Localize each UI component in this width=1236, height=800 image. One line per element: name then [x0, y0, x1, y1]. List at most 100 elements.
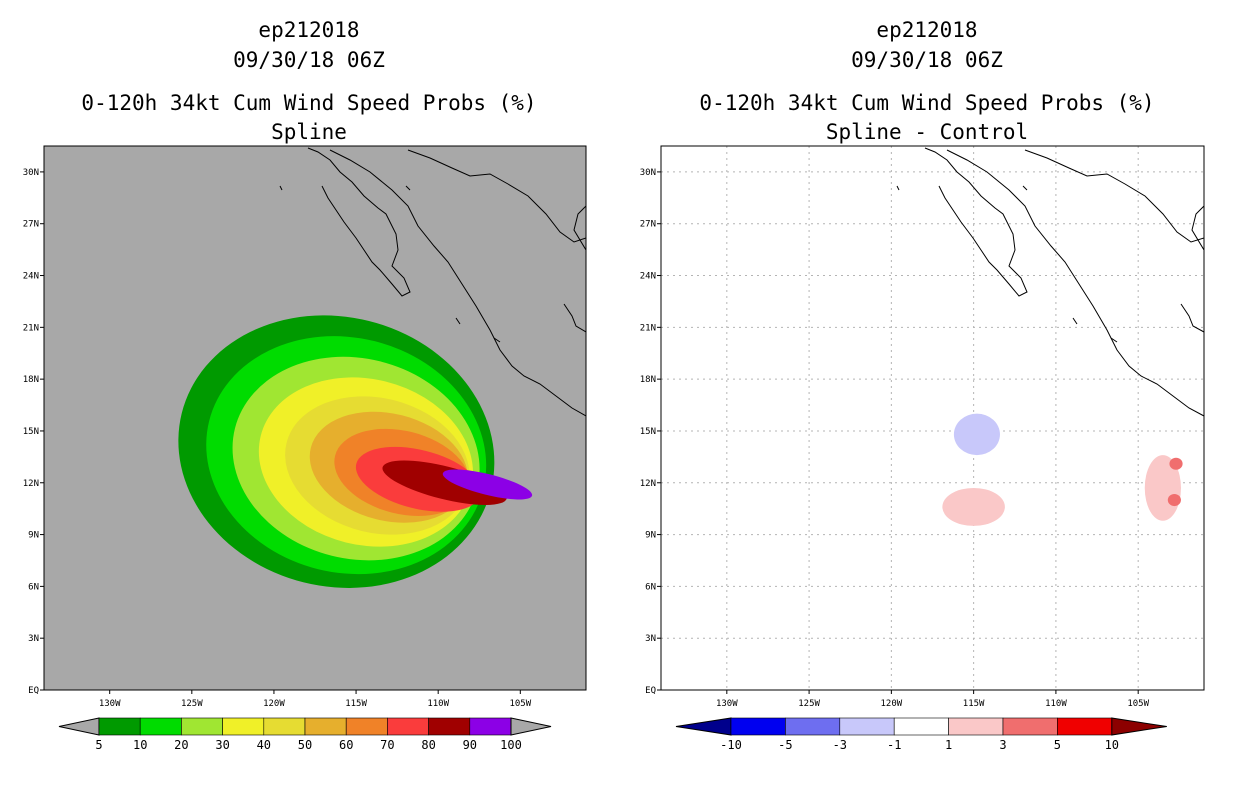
colorbar-low-arrow: [58, 717, 100, 736]
colorbar-high-arrow: [510, 717, 552, 736]
x-tick-label: 115W: [345, 699, 367, 709]
chart-subtitle: Spline - Control: [826, 120, 1028, 144]
x-axis-ticks: 130W 125W 120W 115W 110W 105W: [716, 690, 1150, 709]
colorbar-swatch: [98, 717, 141, 736]
colorbar-swatch: [1002, 717, 1058, 736]
colorbar-swatch: [222, 717, 265, 736]
y-tick-label: 12N: [640, 479, 656, 489]
colorbar-swatch: [304, 717, 347, 736]
colorbar-label: -10: [720, 738, 742, 752]
coastline: [896, 147, 1204, 417]
datetime-title: 09/30/18 06Z: [233, 48, 385, 72]
colorbar-swatch: [730, 717, 786, 736]
y-tick-label: 24N: [640, 272, 656, 282]
y-tick-label: 18N: [23, 375, 39, 385]
colorbar-label: -5: [778, 738, 792, 752]
y-tick-label: 6N: [28, 582, 39, 592]
colorbar-swatch: [1057, 717, 1113, 736]
colorbar-swatch: [345, 717, 388, 736]
panel-spline-minus-control: ep212018 09/30/18 06Z 0-120h 34kt Cum Wi…: [640, 18, 1205, 752]
y-tick-label: 3N: [645, 634, 656, 644]
colorbar-swatch: [181, 717, 223, 736]
colorbar-swatch: [948, 717, 1004, 736]
colorbar-swatch: [839, 717, 895, 736]
anomaly-blob: [953, 413, 1000, 456]
x-tick-label: 110W: [1045, 699, 1067, 709]
anomaly-blob: [1169, 457, 1183, 470]
chart-subtitle: Spline: [271, 120, 347, 144]
x-tick-label: 105W: [509, 699, 531, 709]
y-tick-label: 12N: [23, 479, 39, 489]
chart-title: 0-120h 34kt Cum Wind Speed Probs (%): [81, 91, 536, 115]
colorbar-swatch: [263, 717, 306, 736]
plot-background: [661, 146, 1204, 690]
storm-id-title: ep212018: [876, 18, 977, 42]
y-tick-label: 27N: [23, 220, 39, 230]
y-tick-label: 9N: [645, 531, 656, 541]
y-axis-ticks: EQ 3N 6N 9N 12N 15N 18N 21N 24N 27N 30N: [23, 168, 44, 696]
y-tick-label: 3N: [28, 634, 39, 644]
panel-spline: ep212018 09/30/18 06Z 0-120h 34kt Cum Wi…: [23, 18, 587, 752]
x-tick-label: 105W: [1127, 699, 1149, 709]
y-axis-ticks: EQ 3N 6N 9N 12N 15N 18N 21N 24N 27N 30N: [640, 168, 661, 696]
colorbar-label: 5: [95, 738, 102, 752]
colorbar-label: 100: [500, 738, 522, 752]
colorbar-label: 50: [298, 738, 312, 752]
x-tick-label: 110W: [427, 699, 449, 709]
storm-id-title: ep212018: [258, 18, 359, 42]
colorbar-swatch: [893, 717, 949, 736]
x-tick-label: 130W: [99, 699, 121, 709]
datetime-title: 09/30/18 06Z: [851, 48, 1003, 72]
y-tick-label: 21N: [640, 323, 656, 333]
y-tick-label: 15N: [23, 427, 39, 437]
y-tick-label: 24N: [23, 272, 39, 282]
colorbar-swatch: [428, 717, 471, 736]
colorbar-swatch: [469, 717, 512, 736]
anomaly-blob: [942, 487, 1005, 526]
y-tick-label: 30N: [640, 168, 656, 178]
colorbar-low-arrow: [675, 717, 732, 736]
y-tick-label: EQ: [28, 686, 39, 696]
colorbar-label: 20: [174, 738, 188, 752]
x-tick-label: 125W: [181, 699, 203, 709]
difference-contours: [942, 413, 1183, 526]
colorbar-swatch: [139, 717, 182, 736]
colorbar-label: 5: [1054, 738, 1061, 752]
x-tick-label: 115W: [963, 699, 985, 709]
probability-contours: [178, 315, 533, 588]
colorbar-label: -1: [887, 738, 901, 752]
plot-frame: [660, 145, 1205, 691]
colorbar-label: 80: [421, 738, 435, 752]
colorbar-label: 1: [945, 738, 952, 752]
y-tick-label: EQ: [645, 686, 656, 696]
x-axis-ticks: 130W 125W 120W 115W 110W 105W: [99, 690, 532, 709]
colorbar: -10 -5 -3 -1 1 3 5 10: [675, 717, 1167, 752]
y-tick-label: 6N: [645, 582, 656, 592]
colorbar-label: -3: [833, 738, 847, 752]
colorbar-swatch: [387, 717, 429, 736]
x-tick-label: 130W: [716, 699, 738, 709]
colorbar-label: 10: [133, 738, 147, 752]
contour-80: [382, 460, 508, 505]
x-tick-label: 125W: [798, 699, 820, 709]
anomaly-blob: [1167, 493, 1181, 507]
colorbar-high-arrow: [1111, 717, 1167, 736]
colorbar-label: 10: [1105, 738, 1119, 752]
y-tick-label: 27N: [640, 220, 656, 230]
colorbar-label: 70: [380, 738, 394, 752]
contour-90: [442, 469, 533, 500]
y-tick-label: 30N: [23, 168, 39, 178]
colorbar-label: 60: [339, 738, 353, 752]
colorbar: 5 10 20 30 40 50 60 70 80 90 100: [58, 717, 552, 752]
colorbar-label: 3: [999, 738, 1006, 752]
plot-frame: [43, 145, 587, 691]
colorbar-label: 30: [215, 738, 229, 752]
chart-title: 0-120h 34kt Cum Wind Speed Probs (%): [699, 91, 1154, 115]
x-tick-label: 120W: [263, 699, 285, 709]
gridlines: [661, 146, 1204, 690]
y-tick-label: 18N: [640, 375, 656, 385]
colorbar-label: 40: [257, 738, 271, 752]
y-tick-label: 9N: [28, 531, 39, 541]
x-tick-label: 120W: [881, 699, 903, 709]
